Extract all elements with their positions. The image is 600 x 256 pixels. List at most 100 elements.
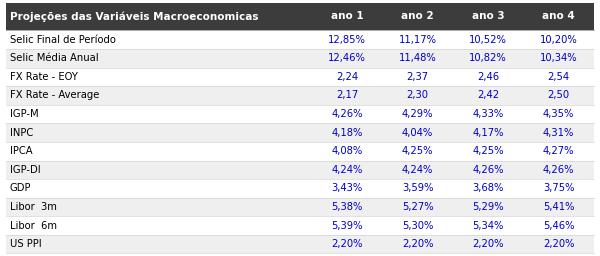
Bar [6,198,312,216]
Bar [6,179,312,198]
Text: 4,26%: 4,26% [472,165,504,175]
Text: Selic Final de Período: Selic Final de Período [10,35,115,45]
Bar [523,161,594,179]
Bar [523,86,594,105]
Bar [453,123,523,142]
Bar [453,142,523,161]
Bar [382,105,453,123]
Text: ano 4: ano 4 [542,12,575,22]
Bar [382,123,453,142]
Bar [523,123,594,142]
Bar [382,179,453,198]
Bar [6,68,312,86]
Text: 11,17%: 11,17% [398,35,437,45]
Text: ano 2: ano 2 [401,12,434,22]
Bar [382,161,453,179]
Text: 4,17%: 4,17% [472,128,504,138]
Text: ano 3: ano 3 [472,12,505,22]
Bar [453,86,523,105]
Bar [6,105,312,123]
Bar [453,49,523,68]
Text: 5,34%: 5,34% [472,221,504,231]
Text: 4,27%: 4,27% [543,146,574,156]
Bar [453,235,523,253]
Text: 4,29%: 4,29% [402,109,433,119]
Bar [523,105,594,123]
Text: 5,30%: 5,30% [402,221,433,231]
Text: 2,37: 2,37 [407,72,428,82]
Bar [523,49,594,68]
Text: 5,39%: 5,39% [331,221,363,231]
Bar [312,198,382,216]
Bar [312,216,382,235]
Text: 4,25%: 4,25% [402,146,433,156]
Text: Selic Média Anual: Selic Média Anual [10,53,98,63]
Bar [6,235,312,253]
Bar [453,105,523,123]
Text: FX Rate - Average: FX Rate - Average [10,90,99,100]
Text: IPCA: IPCA [10,146,32,156]
Bar [312,142,382,161]
Bar [6,30,312,49]
Bar [312,105,382,123]
Bar [382,235,453,253]
Text: Projeções das Variáveis Macroeconomicas: Projeções das Variáveis Macroeconomicas [10,11,258,22]
Bar [6,123,312,142]
Text: 4,18%: 4,18% [331,128,363,138]
Text: INPC: INPC [10,128,33,138]
Text: 11,48%: 11,48% [399,53,436,63]
Text: 4,04%: 4,04% [402,128,433,138]
Text: 2,24: 2,24 [336,72,358,82]
Text: Libor  6m: Libor 6m [10,221,56,231]
Text: 5,46%: 5,46% [543,221,574,231]
Text: US PPI: US PPI [10,239,41,249]
Bar [382,49,453,68]
Text: ano 1: ano 1 [331,12,364,22]
Bar [382,142,453,161]
Bar [6,142,312,161]
Bar [523,216,594,235]
Bar [6,216,312,235]
Text: 3,43%: 3,43% [331,183,362,193]
Bar [453,30,523,49]
Text: 5,29%: 5,29% [472,202,504,212]
Text: 10,34%: 10,34% [540,53,578,63]
Text: 12,85%: 12,85% [328,35,366,45]
Text: 4,26%: 4,26% [543,165,574,175]
Bar [523,179,594,198]
Bar [453,161,523,179]
Text: 3,59%: 3,59% [402,183,433,193]
Bar [312,123,382,142]
Text: 2,54: 2,54 [548,72,570,82]
Text: 2,17: 2,17 [336,90,358,100]
Text: 5,27%: 5,27% [402,202,433,212]
Bar [312,161,382,179]
Text: 2,20%: 2,20% [472,239,504,249]
Text: 10,52%: 10,52% [469,35,507,45]
Text: IGP-M: IGP-M [10,109,38,119]
Text: 2,20%: 2,20% [402,239,433,249]
Bar [523,68,594,86]
Bar [312,235,382,253]
Bar [6,161,312,179]
Text: 4,08%: 4,08% [331,146,362,156]
Bar [312,49,382,68]
Bar [312,179,382,198]
Bar [6,86,312,105]
Text: 10,82%: 10,82% [469,53,507,63]
Bar [523,142,594,161]
Text: 4,31%: 4,31% [543,128,574,138]
Bar [382,30,453,49]
Text: 2,46: 2,46 [477,72,499,82]
Text: 4,26%: 4,26% [331,109,363,119]
Text: 4,25%: 4,25% [472,146,504,156]
Bar [453,3,523,30]
Text: 2,20%: 2,20% [543,239,574,249]
Bar [523,30,594,49]
Bar [382,68,453,86]
Text: 2,20%: 2,20% [331,239,363,249]
Bar [6,49,312,68]
Bar [453,216,523,235]
Bar [6,3,312,30]
Bar [312,68,382,86]
